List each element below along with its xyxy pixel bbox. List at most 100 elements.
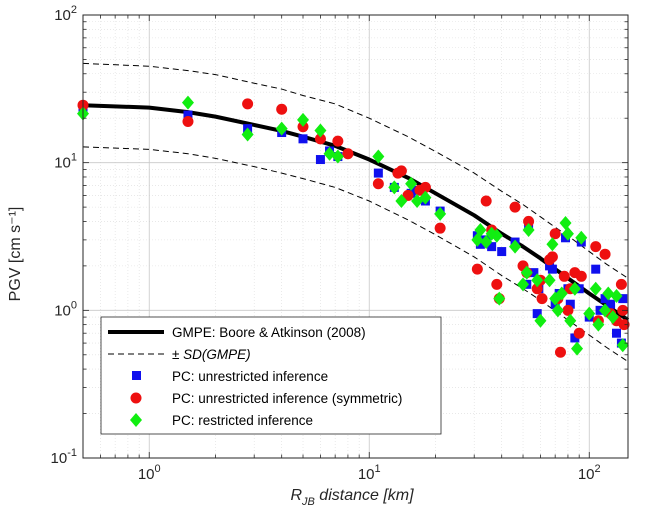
x-tick-label-exp: 1	[375, 463, 381, 475]
circle-marker	[471, 263, 483, 275]
y-tick-label-exp: 1	[71, 152, 77, 164]
x-tick-label-base: 10	[578, 466, 595, 483]
y-tick-label-base: 10	[54, 302, 71, 319]
diamond-marker	[405, 176, 418, 191]
legend-sd-label: ± SD(GMPE)	[172, 347, 251, 362]
circle-marker	[590, 241, 602, 253]
diamond-marker	[493, 291, 506, 306]
axes-box	[82, 14, 629, 459]
square-marker	[612, 328, 622, 338]
y-axis-label: PGV [cm s⁻¹]	[7, 207, 24, 302]
diamond-marker	[564, 313, 577, 328]
square-marker	[591, 264, 601, 274]
legend-entry-symmetric: PC: unrestricted inference (symmetric)	[130, 391, 402, 406]
legend-square-marker-icon	[132, 371, 141, 380]
circle-marker	[549, 228, 561, 240]
diamond-marker	[480, 235, 493, 250]
y-tick-label: 102	[54, 4, 77, 24]
x-tick-label: 101	[358, 463, 381, 483]
circle-marker	[554, 346, 566, 358]
legend: GMPE: Boore & Atkinson (2008) ± SD(GMPE)…	[100, 316, 442, 435]
x-tick-label: 102	[578, 463, 601, 483]
circle-marker	[395, 165, 407, 177]
diamond-marker	[571, 341, 584, 356]
diamond-marker	[474, 222, 487, 237]
diamond-marker	[509, 239, 522, 254]
circle-marker	[480, 195, 492, 207]
diamond-marker	[517, 277, 530, 292]
x-axis-label: RJB distance [km]	[290, 487, 414, 508]
circle-marker	[531, 283, 543, 295]
diamond-marker	[599, 303, 612, 318]
circle-marker	[242, 98, 254, 110]
square-marker	[475, 239, 485, 249]
square-marker	[373, 168, 383, 178]
circle-marker	[599, 248, 611, 260]
x-tick-label: 100	[138, 463, 161, 483]
diamond-marker	[575, 230, 588, 245]
circle-marker	[546, 251, 558, 263]
axis-ticks	[82, 15, 628, 459]
circle-marker	[314, 133, 326, 145]
x-axis-label-rest: distance [km]	[315, 487, 414, 504]
diamond-marker	[551, 303, 564, 318]
circle-marker	[562, 304, 574, 316]
square-marker	[570, 333, 580, 343]
diamond-marker	[395, 194, 408, 209]
diamond-marker	[181, 95, 194, 110]
y-tick-label-base: 10	[54, 155, 71, 172]
diamond-marker	[583, 306, 596, 321]
circle-marker	[332, 135, 344, 147]
legend-entry-unrestricted: PC: unrestricted inference	[132, 369, 328, 384]
legend-entry-sd: ± SD(GMPE)	[108, 347, 251, 362]
circle-marker	[419, 181, 431, 193]
circle-marker	[575, 270, 587, 282]
circle-marker	[434, 222, 446, 234]
square-marker	[529, 268, 539, 278]
x-tick-label-base: 10	[138, 466, 155, 483]
diamond-marker	[522, 222, 535, 237]
circle-marker	[342, 148, 354, 160]
legend-gmpe-label: GMPE: Boore & Atkinson (2008)	[172, 325, 366, 340]
square-marker	[183, 110, 193, 120]
y-tick-label-exp: 0	[71, 299, 77, 311]
diamond-marker	[419, 190, 432, 205]
diamond-marker	[241, 127, 254, 142]
diamond-marker	[534, 313, 547, 328]
y-tick-label: 101	[54, 152, 77, 172]
diamond-marker	[388, 180, 401, 195]
x-axis-label-main: R	[290, 487, 302, 504]
square-marker	[315, 155, 325, 165]
circle-marker	[558, 270, 570, 282]
diamond-marker	[531, 273, 544, 288]
diamond-marker	[543, 273, 556, 288]
legend-box	[100, 316, 442, 435]
diamond-marker	[602, 286, 615, 301]
diamond-marker	[520, 265, 533, 280]
x-tick-label-exp: 2	[595, 463, 601, 475]
circle-marker	[276, 103, 288, 115]
legend-diamond-marker-icon	[130, 413, 142, 427]
gmpe-lower-sd-line	[82, 146, 629, 362]
circle-marker	[182, 116, 194, 128]
square-marker	[618, 294, 628, 304]
legend-entry-gmpe: GMPE: Boore & Atkinson (2008)	[108, 325, 366, 340]
square-marker	[487, 242, 497, 252]
legend-restricted-label: PC: restricted inference	[172, 413, 313, 428]
square-marker	[606, 299, 616, 309]
y-tick-label-base: 10	[54, 7, 71, 24]
legend-circle-marker-icon	[130, 392, 142, 404]
y-tick-label-exp: 2	[71, 4, 77, 16]
y-tick-label-exp: -1	[67, 447, 77, 459]
square-marker	[532, 309, 542, 319]
diamond-marker	[616, 338, 629, 353]
circle-marker	[618, 319, 630, 331]
diamond-marker	[606, 310, 619, 325]
diamond-marker	[589, 281, 602, 296]
diamond-marker	[490, 228, 503, 243]
y-tick-label: 100	[54, 299, 77, 319]
circle-marker	[509, 201, 521, 213]
diamond-marker	[331, 149, 344, 164]
